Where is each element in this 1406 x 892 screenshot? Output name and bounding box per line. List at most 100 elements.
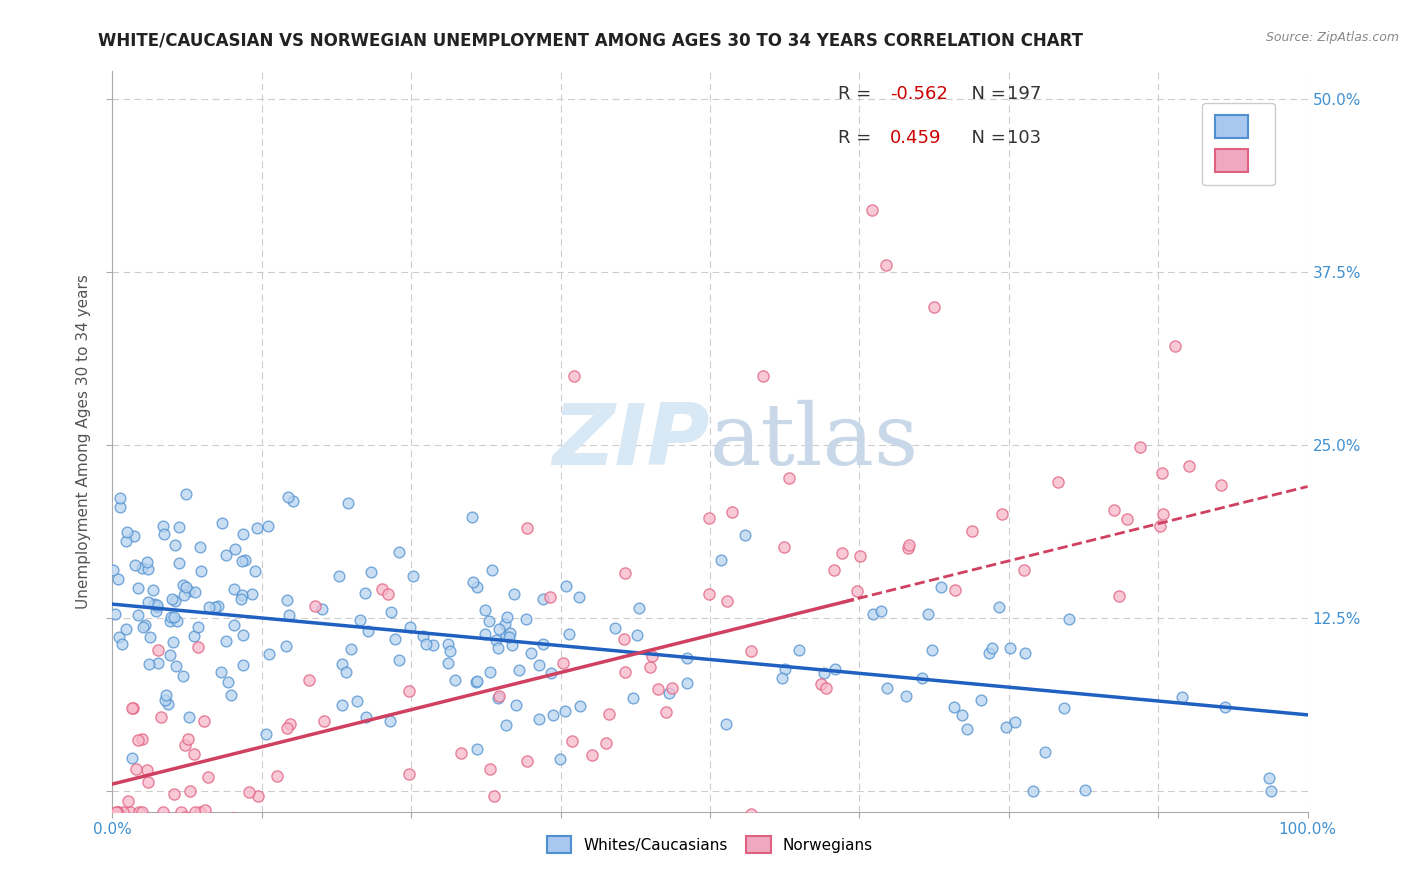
Point	[402, 569, 425, 583]
Point	[942, 699, 965, 714]
Point	[173, 588, 195, 602]
Point	[527, 712, 550, 726]
Point	[330, 698, 353, 712]
Point	[108, 630, 131, 644]
Point	[136, 595, 159, 609]
Point	[188, 805, 211, 819]
Point	[740, 807, 762, 822]
Point	[160, 610, 183, 624]
Point	[479, 665, 502, 679]
Point	[1012, 563, 1035, 577]
Point	[621, 690, 644, 705]
Point	[929, 580, 952, 594]
Point	[124, 529, 146, 543]
Point	[486, 641, 509, 656]
Point	[188, 540, 211, 554]
Text: N =: N =	[960, 85, 1012, 103]
Point	[531, 592, 554, 607]
Point	[558, 627, 581, 641]
Point	[121, 750, 143, 764]
Text: 197: 197	[1007, 85, 1040, 103]
Point	[770, 671, 793, 685]
Point	[740, 644, 762, 658]
Point	[1260, 784, 1282, 798]
Point	[207, 599, 229, 613]
Point	[628, 601, 651, 615]
Point	[136, 562, 159, 576]
Point	[412, 629, 434, 643]
Point	[496, 609, 519, 624]
Point	[478, 614, 501, 628]
Point	[232, 657, 254, 672]
Point	[159, 648, 181, 662]
Point	[1150, 467, 1173, 481]
Point	[488, 622, 510, 636]
Point	[422, 638, 444, 652]
Point	[499, 626, 522, 640]
Point	[298, 673, 321, 687]
Point	[778, 471, 800, 485]
Point	[219, 688, 242, 702]
Point	[655, 705, 678, 719]
Point	[118, 805, 141, 819]
Point	[143, 597, 166, 611]
Point	[170, 805, 193, 819]
Point	[127, 733, 149, 747]
Point	[150, 710, 173, 724]
Point	[849, 549, 872, 564]
Point	[388, 544, 411, 558]
Point	[328, 569, 350, 583]
Point	[773, 541, 796, 555]
Point	[531, 637, 554, 651]
Point	[1059, 613, 1081, 627]
Point	[204, 599, 226, 614]
Point	[197, 599, 219, 614]
Point	[159, 614, 181, 628]
Point	[222, 617, 245, 632]
Point	[869, 604, 891, 618]
Point	[190, 564, 212, 578]
Point	[501, 638, 523, 652]
Point	[437, 656, 460, 670]
Point	[824, 662, 846, 676]
Point	[148, 656, 170, 670]
Point	[101, 563, 124, 577]
Point	[174, 810, 197, 824]
Point	[527, 657, 550, 672]
Point	[277, 607, 299, 622]
Point	[115, 524, 138, 539]
Point	[1257, 771, 1279, 785]
Point	[152, 526, 174, 541]
Text: 0.459: 0.459	[890, 129, 942, 147]
Point	[990, 508, 1012, 522]
Point	[163, 594, 186, 608]
Y-axis label: Unemployment Among Ages 30 to 34 years: Unemployment Among Ages 30 to 34 years	[76, 274, 91, 609]
Legend: Whites/Caucasians, Norwegians: Whites/Caucasians, Norwegians	[541, 830, 879, 860]
Point	[465, 673, 488, 688]
Point	[222, 811, 245, 825]
Point	[184, 585, 207, 599]
Point	[243, 565, 266, 579]
Point	[716, 593, 738, 607]
Point	[465, 580, 488, 594]
Point	[638, 660, 661, 674]
Point	[436, 637, 458, 651]
Point	[217, 675, 239, 690]
Point	[917, 607, 939, 622]
Point	[105, 805, 128, 819]
Point	[399, 620, 422, 634]
Point	[104, 607, 127, 622]
Point	[257, 647, 280, 661]
Point	[246, 521, 269, 535]
Point	[215, 634, 238, 648]
Point	[172, 578, 194, 592]
Point	[281, 494, 304, 508]
Point	[860, 202, 883, 217]
Point	[950, 707, 973, 722]
Point	[398, 683, 420, 698]
Point	[146, 599, 169, 614]
Point	[714, 717, 737, 731]
Point	[115, 622, 138, 636]
Point	[340, 642, 363, 657]
Point	[304, 599, 326, 614]
